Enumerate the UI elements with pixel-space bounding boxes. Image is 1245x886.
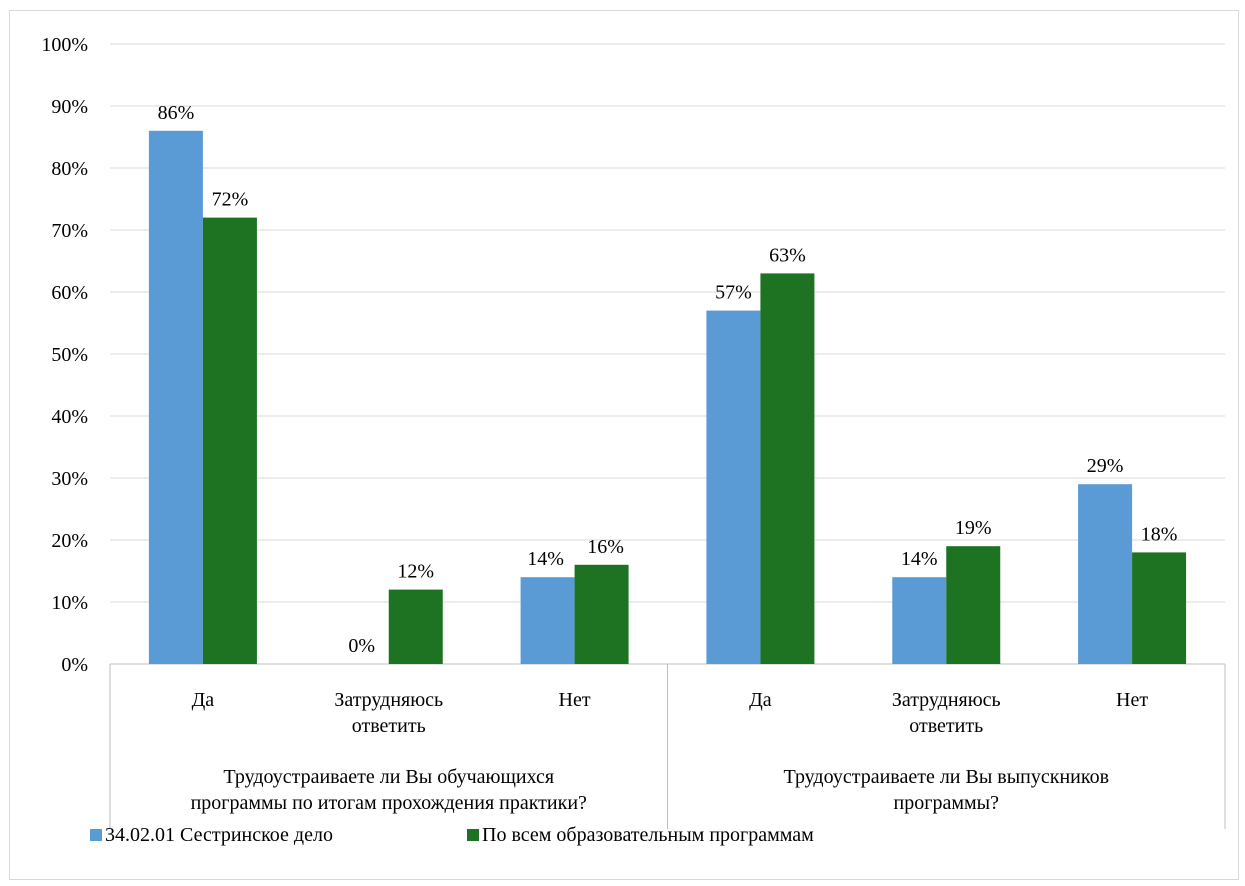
bar-series-2 [574, 564, 629, 664]
y-tick-label: 60% [51, 282, 88, 304]
data-label-series-2: 19% [955, 517, 992, 539]
y-tick-label: 40% [51, 406, 88, 428]
y-tick-label: 0% [61, 654, 88, 676]
group-label: программы по итогам прохождения практики… [191, 792, 587, 814]
data-label-series-2: 63% [769, 244, 806, 266]
bar-series-2 [388, 589, 443, 664]
category-label: Затрудняюсь [892, 689, 1001, 711]
bar-series-2 [760, 273, 815, 664]
bar-series-1 [520, 577, 575, 664]
y-tick-label: 30% [51, 468, 88, 490]
bar-series-1 [706, 310, 761, 664]
data-label-series-1: 0% [348, 635, 375, 657]
data-label-series-2: 16% [587, 536, 624, 558]
bar-series-1 [892, 577, 947, 664]
bar-series-1 [148, 130, 203, 665]
group-label: Трудоустраиваете ли Вы обучающихся [223, 766, 554, 788]
legend-swatch-series-1 [90, 829, 102, 841]
bar-series-2 [1132, 552, 1187, 664]
data-label-series-2: 72% [212, 189, 249, 211]
data-label-series-1: 29% [1087, 455, 1124, 477]
data-label-series-1: 86% [158, 102, 195, 124]
data-label-series-1: 14% [527, 548, 564, 570]
bar-series-2 [202, 217, 257, 664]
data-label-series-1: 14% [901, 548, 938, 570]
category-label: ответить [909, 715, 983, 737]
legend-swatch-series-2 [467, 829, 479, 841]
category-label: Затрудняюсь [334, 689, 443, 711]
y-tick-label: 20% [51, 530, 88, 552]
y-tick-label: 80% [51, 158, 88, 180]
y-tick-label: 90% [51, 96, 88, 118]
group-label: Трудоустраиваете ли Вы выпускников [783, 766, 1109, 788]
category-label: Да [749, 689, 772, 711]
y-tick-label: 50% [51, 344, 88, 366]
data-label-series-2: 12% [397, 561, 434, 583]
group-label: программы? [894, 792, 1000, 814]
legend-label-series-2: По всем образовательным программам [482, 824, 814, 846]
category-label: Нет [559, 689, 591, 711]
bar-series-1 [1078, 484, 1133, 664]
y-tick-label: 70% [51, 220, 88, 242]
category-label: Нет [1116, 689, 1148, 711]
y-tick-label: 10% [51, 592, 88, 614]
data-label-series-2: 18% [1141, 523, 1178, 545]
y-tick-label: 100% [41, 34, 88, 56]
category-label: ответить [352, 715, 426, 737]
legend-label-series-1: 34.02.01 Сестринское дело [105, 824, 333, 846]
bar-chart: 0% 10% 20% 30% 40% 50% 60% 70% 80% 90% 100% 86% 72% Д… [41, 34, 1226, 846]
bar-series-2 [946, 546, 1001, 664]
data-label-series-1: 57% [715, 282, 752, 304]
category-label: Да [192, 689, 215, 711]
chart-container: 0% 10% 20% 30% 40% 50% 60% 70% 80% 90% 100% 86% 72% Д… [9, 10, 1239, 880]
